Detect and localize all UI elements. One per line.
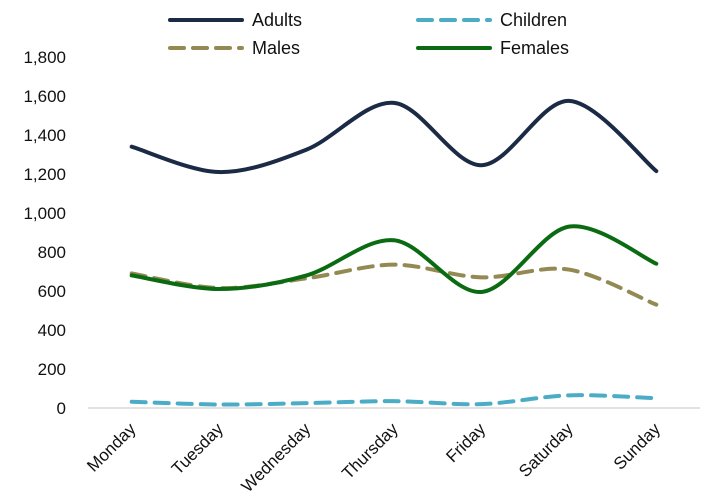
y-tick-label: 800 (38, 243, 66, 262)
y-tick-label: 0 (57, 399, 66, 418)
legend-item-children: Children (416, 10, 567, 30)
x-tick-label: Wednesday (238, 419, 315, 496)
series-layer (129, 98, 659, 407)
y-tick-label: 200 (38, 360, 66, 379)
legend-label-children: Children (500, 10, 567, 30)
x-tick-label: Monday (83, 419, 140, 476)
legend-item-males: Males (168, 38, 300, 58)
y-tick-label: 600 (38, 282, 66, 301)
y-tick-label: 1,400 (23, 126, 66, 145)
y-tick-label: 1,800 (23, 48, 66, 67)
series-line-males (129, 262, 659, 307)
x-tick-label: Thursday (338, 419, 402, 483)
series-line-children (129, 393, 659, 407)
legend-label-females: Females (500, 38, 569, 58)
y-tick-label: 1,200 (23, 165, 66, 184)
series-line-females (129, 224, 659, 294)
legend-item-adults: Adults (168, 10, 302, 30)
x-tick-label: Saturday (515, 419, 577, 481)
series-line-adults (129, 98, 659, 175)
legend-label-males: Males (252, 38, 300, 58)
y-tick-label: 1,600 (23, 87, 66, 106)
legend-label-adults: Adults (252, 10, 302, 30)
legend: Adults Children Males Females (168, 10, 569, 58)
legend-item-females: Females (416, 38, 569, 58)
x-tick-label: Sunday (610, 419, 665, 474)
y-tick-label: 1,000 (23, 204, 66, 223)
y-axis: 0 200 400 600 800 1,000 1,200 1,400 1,600 1,800 (23, 48, 66, 418)
x-axis: Monday Tuesday Wednesday Thursday Friday Satu… (83, 407, 700, 496)
x-tick-label: Tuesday (168, 419, 227, 478)
x-tick-label: Friday (442, 419, 489, 466)
y-tick-label: 400 (38, 321, 66, 340)
